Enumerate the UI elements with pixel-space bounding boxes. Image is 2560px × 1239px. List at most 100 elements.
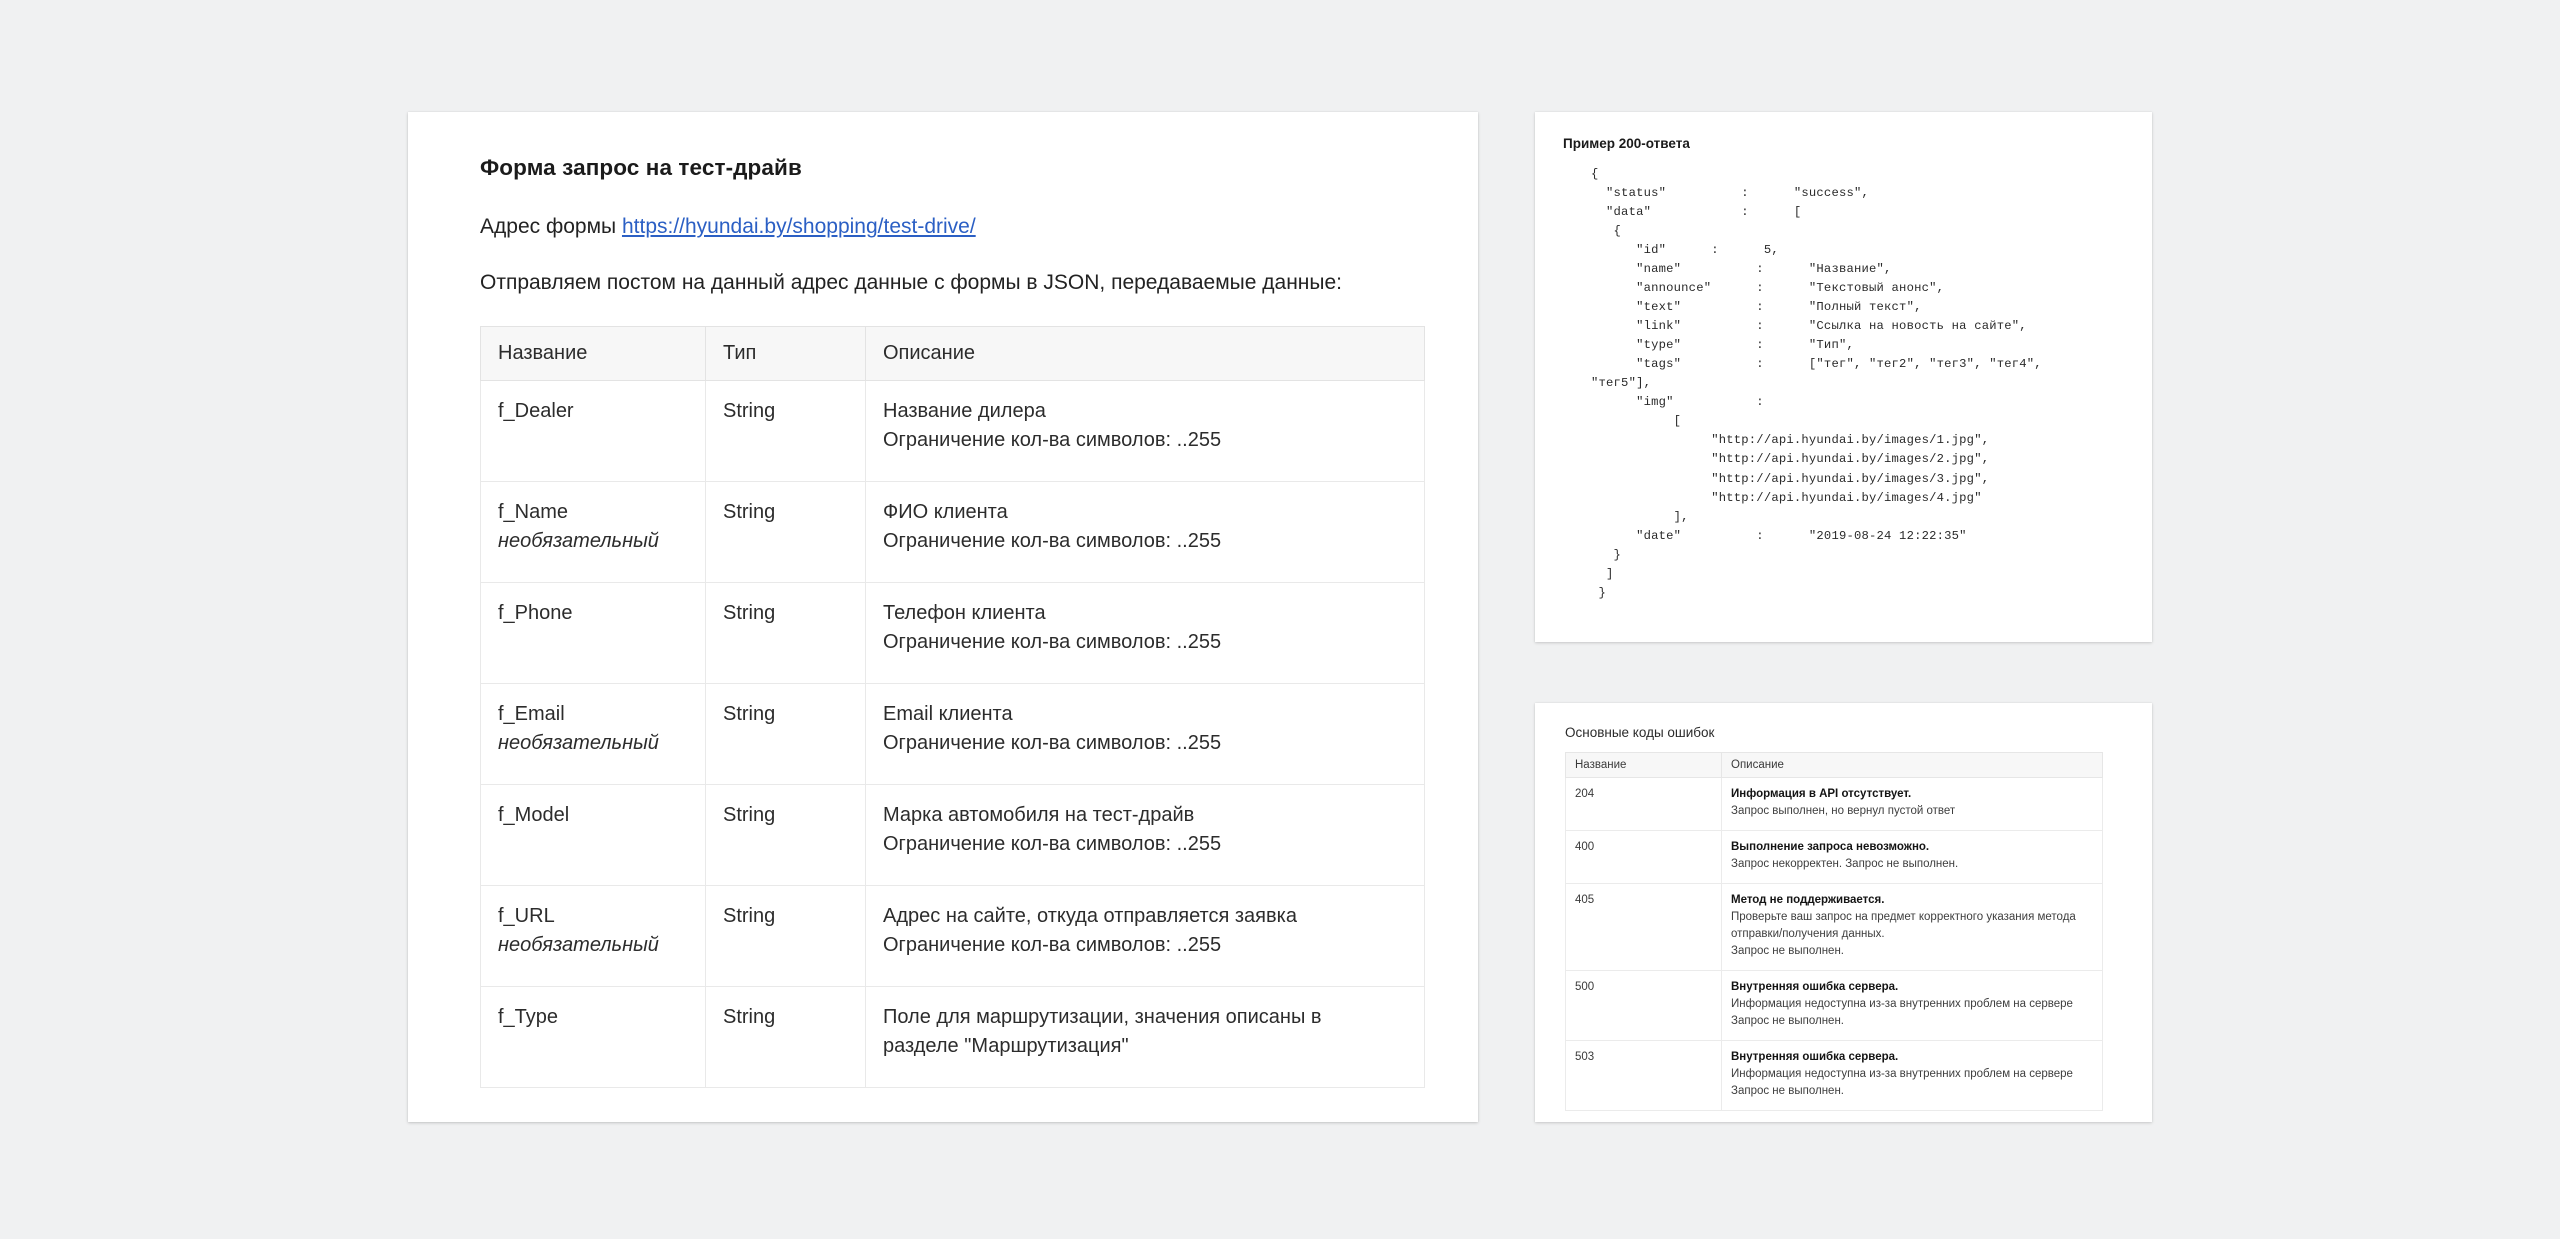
field-type-cell: String (705, 783, 866, 886)
field-desc-line2: Ограничение кол-ва символов: ..255 (883, 529, 1222, 552)
table-row: f_URL необязательный String Адрес на сай… (480, 884, 1425, 987)
field-name-cell: f_Email необязательный (480, 682, 706, 785)
field-desc-line2: Ограничение кол-ва символов: ..255 (883, 630, 1222, 653)
table-row: f_Phone String Телефон клиента Ограничен… (480, 581, 1425, 684)
table-row: f_Name необязательный String ФИО клиента… (480, 480, 1425, 583)
field-desc-cell: Название дилера Ограничение кол-ва симво… (865, 379, 1425, 482)
col-header-error-code: Название (1565, 752, 1722, 778)
table-row: 204 Информация в API отсутствует. Запрос… (1565, 776, 2103, 832)
error-code-cell: 405 (1565, 883, 1722, 972)
field-optional-note: необязательный (498, 731, 659, 754)
field-desc-cell: Марка автомобиля на тест-драйв Ограничен… (865, 783, 1425, 886)
error-code-cell: 503 (1565, 1040, 1722, 1112)
field-name-cell: f_Name необязательный (480, 480, 706, 583)
table-row: f_Dealer String Название дилера Ограниче… (480, 379, 1425, 482)
field-name: f_Email (498, 702, 565, 725)
error-detail: Информация недоступна из-за внутренних п… (1731, 998, 2073, 1028)
field-desc-line1: ФИО клиента (883, 500, 1008, 523)
field-desc-line1: Поле для маршрутизации, значения описаны… (883, 1005, 1322, 1028)
error-detail: Запрос некорректен. Запрос не выполнен. (1731, 858, 1959, 871)
field-desc-cell: Поле для маршрутизации, значения описаны… (865, 985, 1425, 1088)
error-code-cell: 400 (1565, 830, 1722, 885)
form-fields-table: Название Тип Описание f_Dealer String На… (480, 325, 1425, 1088)
error-code-cell: 204 (1565, 776, 1722, 832)
field-name-cell: f_Phone (480, 581, 706, 684)
field-desc-line2: Ограничение кол-ва символов: ..255 (883, 933, 1222, 956)
error-desc-cell: Информация в API отсутствует. Запрос вып… (1721, 776, 2103, 832)
field-name-cell: f_Type (480, 985, 706, 1088)
post-note: Отправляем постом на данный адрес данные… (480, 271, 1343, 295)
error-detail: Проверьте ваш запрос на предмет корректн… (1731, 911, 2076, 958)
field-type-cell: String (705, 682, 866, 785)
field-type-cell: String (705, 884, 866, 987)
field-desc-cell: Адрес на сайте, откуда отправляется заяв… (865, 884, 1425, 987)
error-headline: Метод не поддерживается. (1731, 894, 1885, 907)
json-example-title: Пример 200-ответа (1563, 136, 1690, 151)
json-response-example-card: Пример 200-ответа { "status" : "success"… (1535, 112, 2152, 642)
errors-table-body: 204 Информация в API отсутствует. Запрос… (1565, 776, 2103, 1112)
error-desc-cell: Внутренняя ошибка сервера. Информация не… (1721, 1040, 2103, 1112)
field-name-cell: f_URL необязательный (480, 884, 706, 987)
fields-table-head: Название Тип Описание (480, 325, 1425, 381)
field-desc-line1: Название дилера (883, 399, 1046, 422)
error-headline: Информация в API отсутствует. (1731, 788, 1912, 800)
json-card-content: Пример 200-ответа { "status" : "success"… (1535, 112, 2152, 603)
json-code-block: { "status" : "success", "data" : [ { "id… (1591, 167, 2042, 600)
form-documentation-card: Форма запрос на тест-драйв Адрес формы h… (408, 112, 1478, 1122)
error-codes-card: Основные коды ошибок Название Описание 2… (1535, 703, 2152, 1122)
table-row: 503 Внутренняя ошибка сервера. Информаци… (1565, 1040, 2103, 1112)
field-name: f_Type (498, 1005, 559, 1028)
field-name-cell: f_Model (480, 783, 706, 886)
error-desc-cell: Метод не поддерживается. Проверьте ваш з… (1721, 883, 2103, 972)
field-type-cell: String (705, 985, 866, 1088)
errors-table-header-row: Название Описание (1565, 752, 2103, 778)
field-optional-note: необязательный (498, 529, 659, 552)
field-name: f_Name (498, 500, 569, 523)
form-address-line: Адрес формы https://hyundai.by/shopping/… (480, 213, 1406, 241)
error-headline: Выполнение запроса невозможно. (1731, 841, 1930, 854)
error-detail: Информация недоступна из-за внутренних п… (1731, 1068, 2073, 1098)
field-desc-line2: Ограничение кол-ва символов: ..255 (883, 832, 1222, 855)
field-desc-line2: Ограничение кол-ва символов: ..255 (883, 731, 1222, 754)
fields-table-body: f_Dealer String Название дилера Ограниче… (480, 379, 1425, 1088)
col-header-error-desc: Описание (1721, 752, 2103, 778)
field-desc-cell: Email клиента Ограничение кол-ва символо… (865, 682, 1425, 785)
field-type-cell: String (705, 379, 866, 482)
left-card-content: Форма запрос на тест-драйв Адрес формы h… (408, 112, 1478, 1088)
col-header-name: Название (480, 325, 706, 381)
table-row: 400 Выполнение запроса невозможно. Запро… (1565, 830, 2103, 885)
field-name: f_Model (498, 803, 570, 826)
field-optional-note: необязательный (498, 933, 659, 956)
field-desc-cell: Телефон клиента Ограничение кол-ва симво… (865, 581, 1425, 684)
error-codes-table: Название Описание 204 Информация в API о… (1565, 752, 2103, 1112)
field-name: f_URL (498, 904, 555, 927)
field-name: f_Dealer (498, 399, 574, 422)
field-type-cell: String (705, 480, 866, 583)
field-desc-line2: разделе "Маршрутизация" (883, 1034, 1129, 1057)
table-row: f_Model String Марка автомобиля на тест-… (480, 783, 1425, 886)
error-headline: Внутренняя ошибка сервера. (1731, 981, 1899, 994)
col-header-type: Тип (705, 325, 866, 381)
field-desc-line1: Адрес на сайте, откуда отправляется заяв… (883, 904, 1297, 927)
error-detail: Запрос выполнен, но вернул пустой ответ (1731, 805, 1956, 818)
errors-table-head: Название Описание (1565, 752, 2103, 778)
field-type-cell: String (705, 581, 866, 684)
fields-table-header-row: Название Тип Описание (480, 325, 1425, 381)
field-desc-line2: Ограничение кол-ва символов: ..255 (883, 428, 1222, 451)
form-address-label: Адрес формы (480, 215, 617, 238)
col-header-desc: Описание (865, 325, 1425, 381)
table-row: 405 Метод не поддерживается. Проверьте в… (1565, 883, 2103, 972)
error-desc-cell: Внутренняя ошибка сервера. Информация не… (1721, 970, 2103, 1042)
field-name: f_Phone (498, 601, 573, 624)
error-codes-title: Основные коды ошибок (1565, 725, 1715, 740)
error-headline: Внутренняя ошибка сервера. (1731, 1051, 1899, 1064)
page-title: Форма запрос на тест-драйв (480, 155, 802, 180)
field-desc-line1: Email клиента (883, 702, 1013, 725)
table-row: f_Type String Поле для маршрутизации, зн… (480, 985, 1425, 1088)
table-row: f_Email необязательный String Email клие… (480, 682, 1425, 785)
errors-card-content: Основные коды ошибок Название Описание 2… (1535, 703, 2152, 1112)
form-url-link[interactable]: https://hyundai.by/shopping/test-drive/ (621, 215, 976, 238)
field-name-cell: f_Dealer (480, 379, 706, 482)
error-code-cell: 500 (1565, 970, 1722, 1042)
field-desc-cell: ФИО клиента Ограничение кол-ва символов:… (865, 480, 1425, 583)
